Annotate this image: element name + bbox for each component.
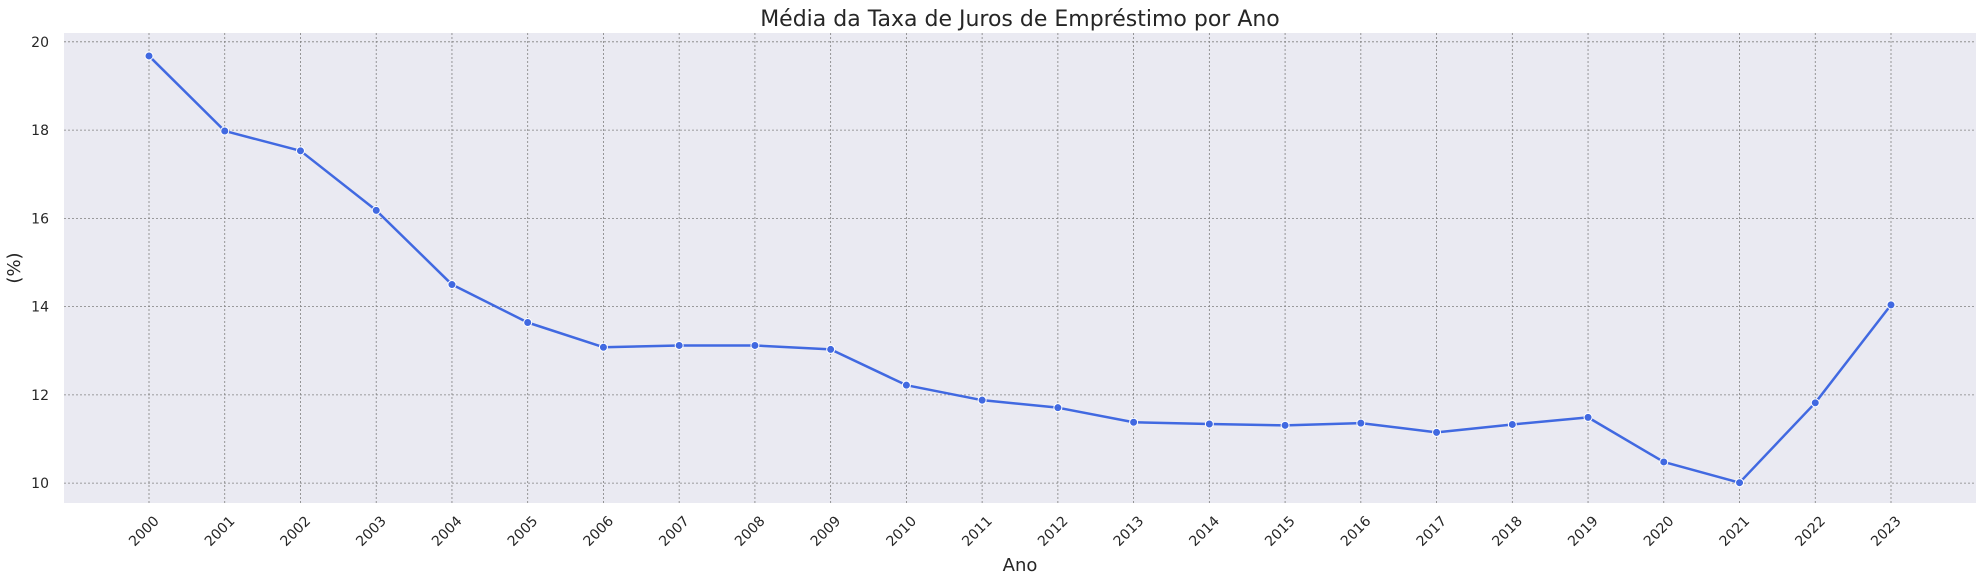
x-axis-ticks: 2000 2001 2002 2003 2004 2005 2006 2007 2008 2009… [126,513,1905,550]
x-tick-label: 2010 [883,513,920,550]
x-tick-label: 2017 [1414,513,1451,550]
x-tick-label: 2022 [1792,513,1829,550]
data-point [1810,398,1820,408]
data-point [295,146,305,156]
x-tick-label: 2015 [1262,513,1299,550]
data-point [1053,403,1063,413]
data-point [674,340,684,350]
x-tick-label: 2001 [202,513,239,550]
data-point [1356,418,1366,428]
data-point [1129,417,1139,427]
data-point [1735,478,1745,488]
chart-title: Média da Taxa de Juros de Empréstimo por… [760,7,1280,32]
y-tick-label: 12 [31,388,49,404]
x-tick-label: 2004 [429,513,466,550]
data-point [220,126,230,136]
plot-area [64,33,1976,503]
y-tick-label: 10 [31,476,49,492]
data-point [371,205,381,215]
x-tick-label: 2006 [581,513,618,550]
data-point [901,380,911,390]
data-point [523,318,533,328]
x-tick-label: 2005 [505,513,542,550]
data-point [598,342,608,352]
x-tick-label: 2014 [1186,513,1223,550]
y-tick-label: 18 [31,123,49,139]
x-tick-label: 2007 [656,513,693,550]
x-tick-label: 2023 [1868,513,1905,550]
x-tick-label: 2013 [1111,513,1148,550]
x-tick-label: 2008 [732,513,769,550]
data-point [144,51,154,61]
series-line [148,55,1892,484]
data-point [1280,420,1290,430]
x-tick-label: 2019 [1565,513,1602,550]
y-tick-label: 20 [31,35,49,51]
data-point [1583,412,1593,422]
data-point [447,280,457,290]
data-point [977,395,987,405]
y-axis-title: (%) [4,252,25,283]
series-line-group [148,55,1892,484]
x-tick-label: 2011 [959,513,996,550]
data-point [1507,419,1517,429]
x-tick-label: 2012 [1035,513,1072,550]
data-point [1204,419,1214,429]
x-tick-label: 2021 [1717,513,1754,550]
data-point [1432,427,1442,437]
data-point [750,340,760,350]
data-point [1659,457,1669,467]
grid [64,33,1976,503]
x-axis-title: Ano [1003,555,1038,576]
x-tick-label: 2000 [126,513,163,550]
data-point [826,344,836,354]
x-tick-label: 2016 [1338,513,1375,550]
series-markers [144,51,1896,488]
x-tick-label: 2002 [278,513,315,550]
x-tick-label: 2018 [1489,513,1526,550]
y-axis-ticks: 10 12 14 16 18 20 [31,35,49,492]
y-tick-label: 14 [31,300,49,316]
y-tick-label: 16 [31,211,49,227]
x-tick-label: 2009 [808,513,845,550]
x-tick-label: 2020 [1641,513,1678,550]
data-point [1886,300,1896,310]
x-tick-label: 2003 [353,513,390,550]
